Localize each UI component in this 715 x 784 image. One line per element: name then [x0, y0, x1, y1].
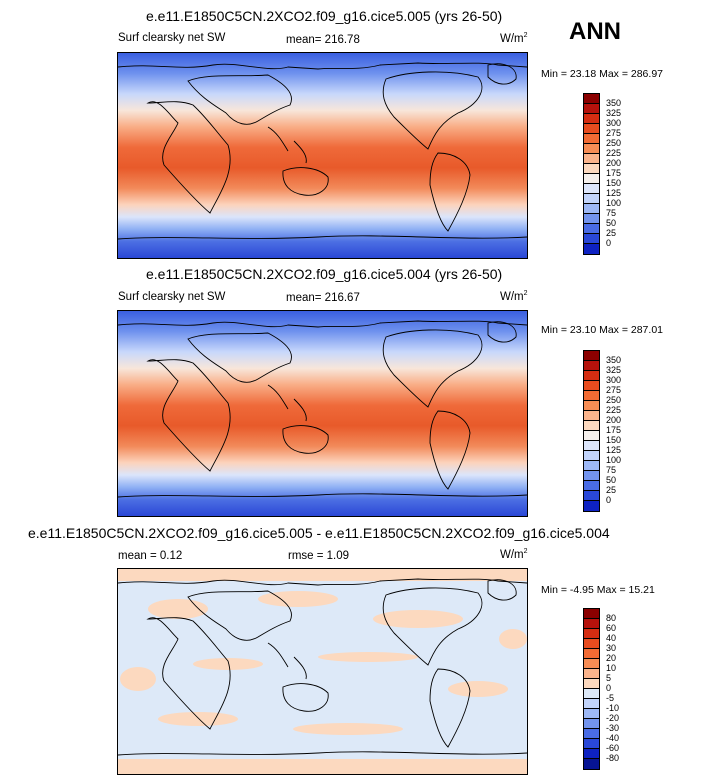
panel1-mean-label: mean= 216.78	[286, 34, 360, 46]
panel2-cb-label: 275	[606, 385, 622, 395]
panel2-cb-label: 350	[606, 355, 622, 365]
panel3-cb-label: -20	[606, 713, 620, 723]
panel3-map	[117, 568, 528, 775]
panel2-cb-label: 200	[606, 415, 622, 425]
panel2-cb-label: 50	[606, 475, 617, 485]
panel3-cb-label: 80	[606, 613, 617, 623]
panel2-variable-label: Surf clearsky net SW	[118, 291, 226, 303]
panel2-cb-label: 300	[606, 375, 622, 385]
panel1-cb-label: 125	[606, 188, 622, 198]
panel2-units: W/m2	[500, 290, 528, 303]
panel3-mean-label: mean = 0.12	[118, 550, 183, 562]
panel1-cb-label: 225	[606, 148, 622, 158]
panel3-cb-label: -60	[606, 743, 620, 753]
panel3-cb-label: 0	[606, 683, 612, 693]
panel1-cb-label: 175	[606, 168, 622, 178]
panel1-cb-label: 250	[606, 138, 622, 148]
panel2-cb-label: 125	[606, 445, 622, 455]
panel1-cb-label: 200	[606, 158, 622, 168]
panel3-title: e.e11.E1850C5CN.2XCO2.f09_g16.cice5.005 …	[28, 525, 610, 541]
panel2-colorbar	[583, 350, 600, 512]
panel1-minmax: Min = 23.18 Max = 286.97	[541, 68, 663, 80]
panel3-minmax: Min = -4.95 Max = 15.21	[541, 584, 655, 596]
panel1-cb-label: 350	[606, 98, 622, 108]
panel1-cb-label: 75	[606, 208, 617, 218]
panel1-cb-label: 100	[606, 198, 622, 208]
panel2-cb-label: 325	[606, 365, 622, 375]
panel3-cb-label: -30	[606, 723, 620, 733]
panel2-cb-label: 250	[606, 395, 622, 405]
panel2-cb-label: 225	[606, 405, 622, 415]
panel2-cb-label: 0	[606, 495, 612, 505]
panel1-title: e.e11.E1850C5CN.2XCO2.f09_g16.cice5.005 …	[146, 8, 503, 24]
panel2-mean-label: mean= 216.67	[286, 292, 360, 304]
panel2-title: e.e11.E1850C5CN.2XCO2.f09_g16.cice5.004 …	[146, 266, 503, 282]
panel3-cb-label: -10	[606, 703, 620, 713]
panel1-cb-label: 50	[606, 218, 617, 228]
panel3-cb-label: -40	[606, 733, 620, 743]
panel3-cb-label: 20	[606, 653, 617, 663]
panel1-cb-label: 150	[606, 178, 622, 188]
panel2-cb-label: 175	[606, 425, 622, 435]
panel2-cb-label: 25	[606, 485, 617, 495]
panel1-cb-label: 275	[606, 128, 622, 138]
panel1-cb-label: 325	[606, 108, 622, 118]
panel3-cb-label: 60	[606, 623, 617, 633]
panel3-cb-label: -80	[606, 753, 620, 763]
panel2-cb-label: 75	[606, 465, 617, 475]
panel2-cb-label: 150	[606, 435, 622, 445]
panel1-cb-label: 300	[606, 118, 622, 128]
panel1-cb-label: 25	[606, 228, 617, 238]
panel2-minmax: Min = 23.10 Max = 287.01	[541, 324, 663, 336]
panel1-colorbar	[583, 93, 600, 255]
panel3-colorbar	[583, 608, 600, 770]
panel1-units: W/m2	[500, 32, 528, 45]
panel3-cb-label: 10	[606, 663, 617, 673]
panel3-cb-label: 5	[606, 673, 612, 683]
season-label: ANN	[569, 18, 621, 45]
panel3-units: W/m2	[500, 548, 528, 561]
panel1-cb-label: 0	[606, 238, 612, 248]
panel3-cb-label: 40	[606, 633, 617, 643]
panel1-map	[117, 52, 528, 259]
panel2-cb-label: 100	[606, 455, 622, 465]
panel1-variable-label: Surf clearsky net SW	[118, 32, 226, 44]
panel3-cb-label: -5	[606, 693, 615, 703]
panel2-map	[117, 310, 528, 517]
panel3-cb-label: 30	[606, 643, 617, 653]
panel3-rmse-label: rmse = 1.09	[288, 550, 350, 562]
